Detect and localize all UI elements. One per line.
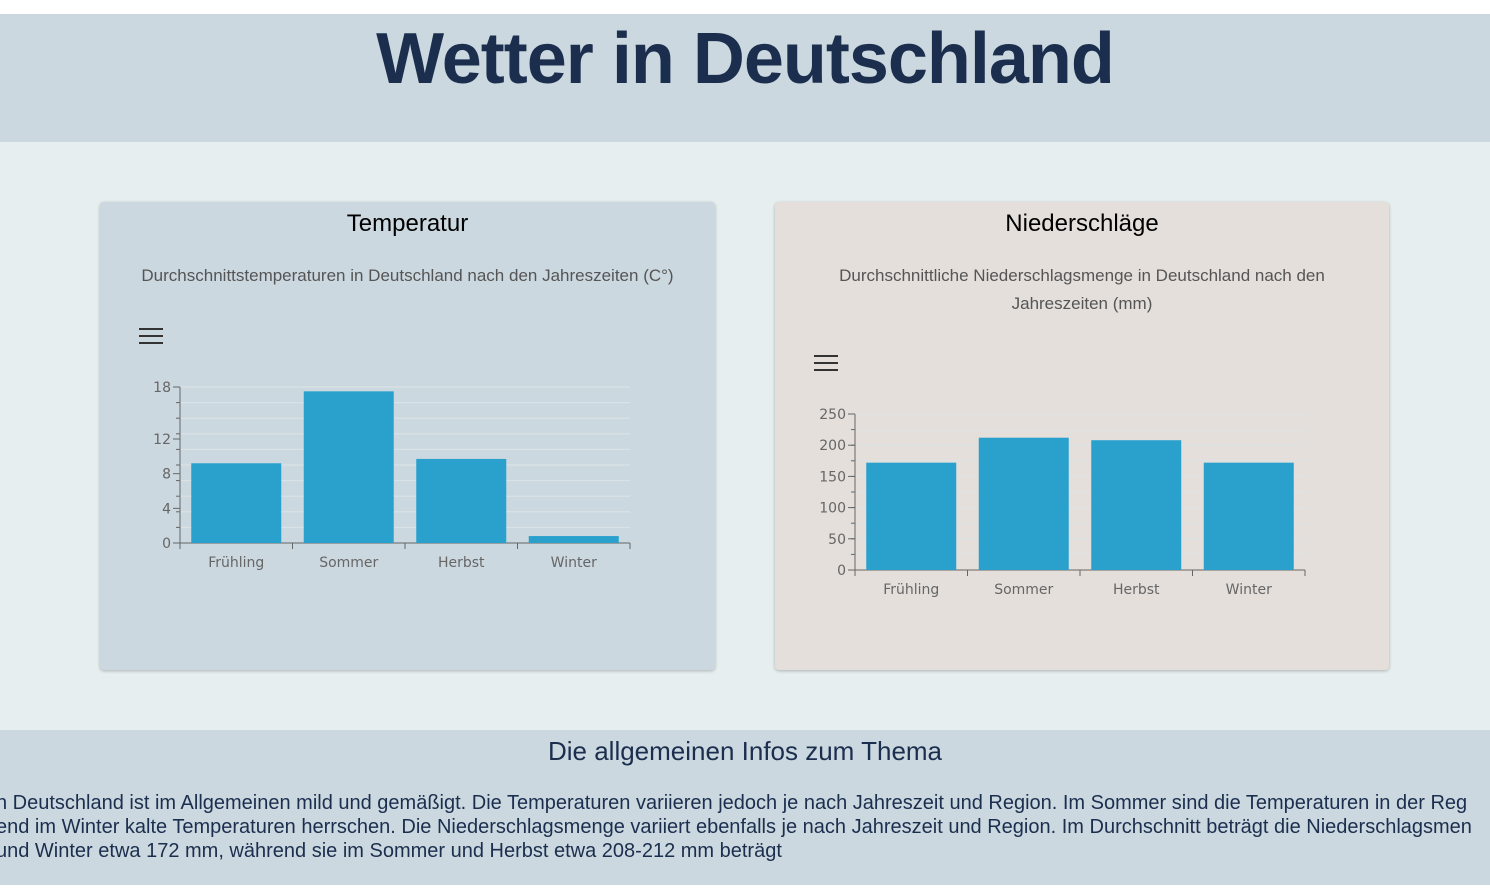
y-tick-label: 250 (819, 407, 846, 423)
bar-herbst[interactable] (416, 458, 507, 543)
x-tick-label: Herbst (1113, 582, 1160, 598)
y-tick-label: 100 (819, 501, 846, 517)
x-tick-label: Winter (1226, 582, 1272, 598)
bar-sommer[interactable] (303, 391, 394, 543)
info-section: Die allgemeinen Infos zum Thema n Deutsc… (0, 730, 1490, 885)
info-text-line: n Deutschland ist im Allgemeinen mild un… (0, 792, 1468, 814)
x-tick-label: Sommer (994, 582, 1053, 598)
y-tick-label: 8 (162, 467, 171, 483)
temperature-card: Temperatur Durchschnittstemperaturen in … (100, 202, 715, 670)
bar-winter[interactable] (528, 536, 619, 543)
info-heading: Die allgemeinen Infos zum Thema (547, 736, 943, 766)
bar-frühling[interactable] (191, 463, 282, 543)
precipitation-bar-chart: 0 50 100 150 200 250 Frühling Sommer Herbst Winte… (819, 407, 1306, 598)
y-tick-label: 18 (153, 380, 171, 396)
menu-icon[interactable] (139, 328, 163, 346)
menu-icon[interactable] (814, 355, 838, 373)
bar-winter[interactable] (1203, 462, 1294, 570)
y-tick-label: 4 (162, 501, 171, 517)
temperature-chart-subtitle: Durchschnittstemperaturen in Deutschland… (141, 266, 674, 285)
y-tick-label: 150 (819, 469, 846, 485)
temperature-bar-chart: 0 4 8 12 18 Frühling Sommer Herbst Winter (153, 380, 631, 571)
bottom-strip (0, 885, 1490, 894)
top-strip (0, 0, 1490, 14)
info-text: n Deutschland ist im Allgemeinen mild un… (0, 791, 1490, 863)
page-title: Wetter in Deutschland (376, 19, 1115, 99)
precipitation-card: Niederschläge Durchschnittliche Niedersc… (775, 202, 1389, 670)
precipitation-chart-subtitle: Durchschnittliche Niederschlagsmenge in … (839, 266, 1325, 313)
y-tick-label: 200 (819, 438, 846, 454)
bar-frühling[interactable] (866, 462, 957, 570)
info-text-line: end im Winter kalte Temperaturen herrsch… (0, 816, 1472, 838)
y-tick-label: 12 (153, 432, 171, 448)
x-tick-label: Herbst (438, 555, 485, 571)
x-tick-label: Sommer (319, 555, 378, 571)
y-tick-label: 0 (837, 563, 846, 579)
info-text-line: und Winter etwa 172 mm, während sie im S… (0, 840, 782, 862)
page-header: Wetter in Deutschland (0, 14, 1490, 142)
bar-herbst[interactable] (1091, 440, 1182, 570)
y-tick-label: 50 (828, 532, 846, 548)
precipitation-card-title: Niederschläge (1005, 210, 1159, 237)
x-tick-label: Winter (551, 555, 597, 571)
x-tick-label: Frühling (883, 582, 939, 598)
bar-sommer[interactable] (978, 437, 1069, 570)
temperature-card-title: Temperatur (346, 210, 469, 237)
y-tick-label: 0 (162, 536, 171, 552)
x-tick-label: Frühling (208, 555, 264, 571)
